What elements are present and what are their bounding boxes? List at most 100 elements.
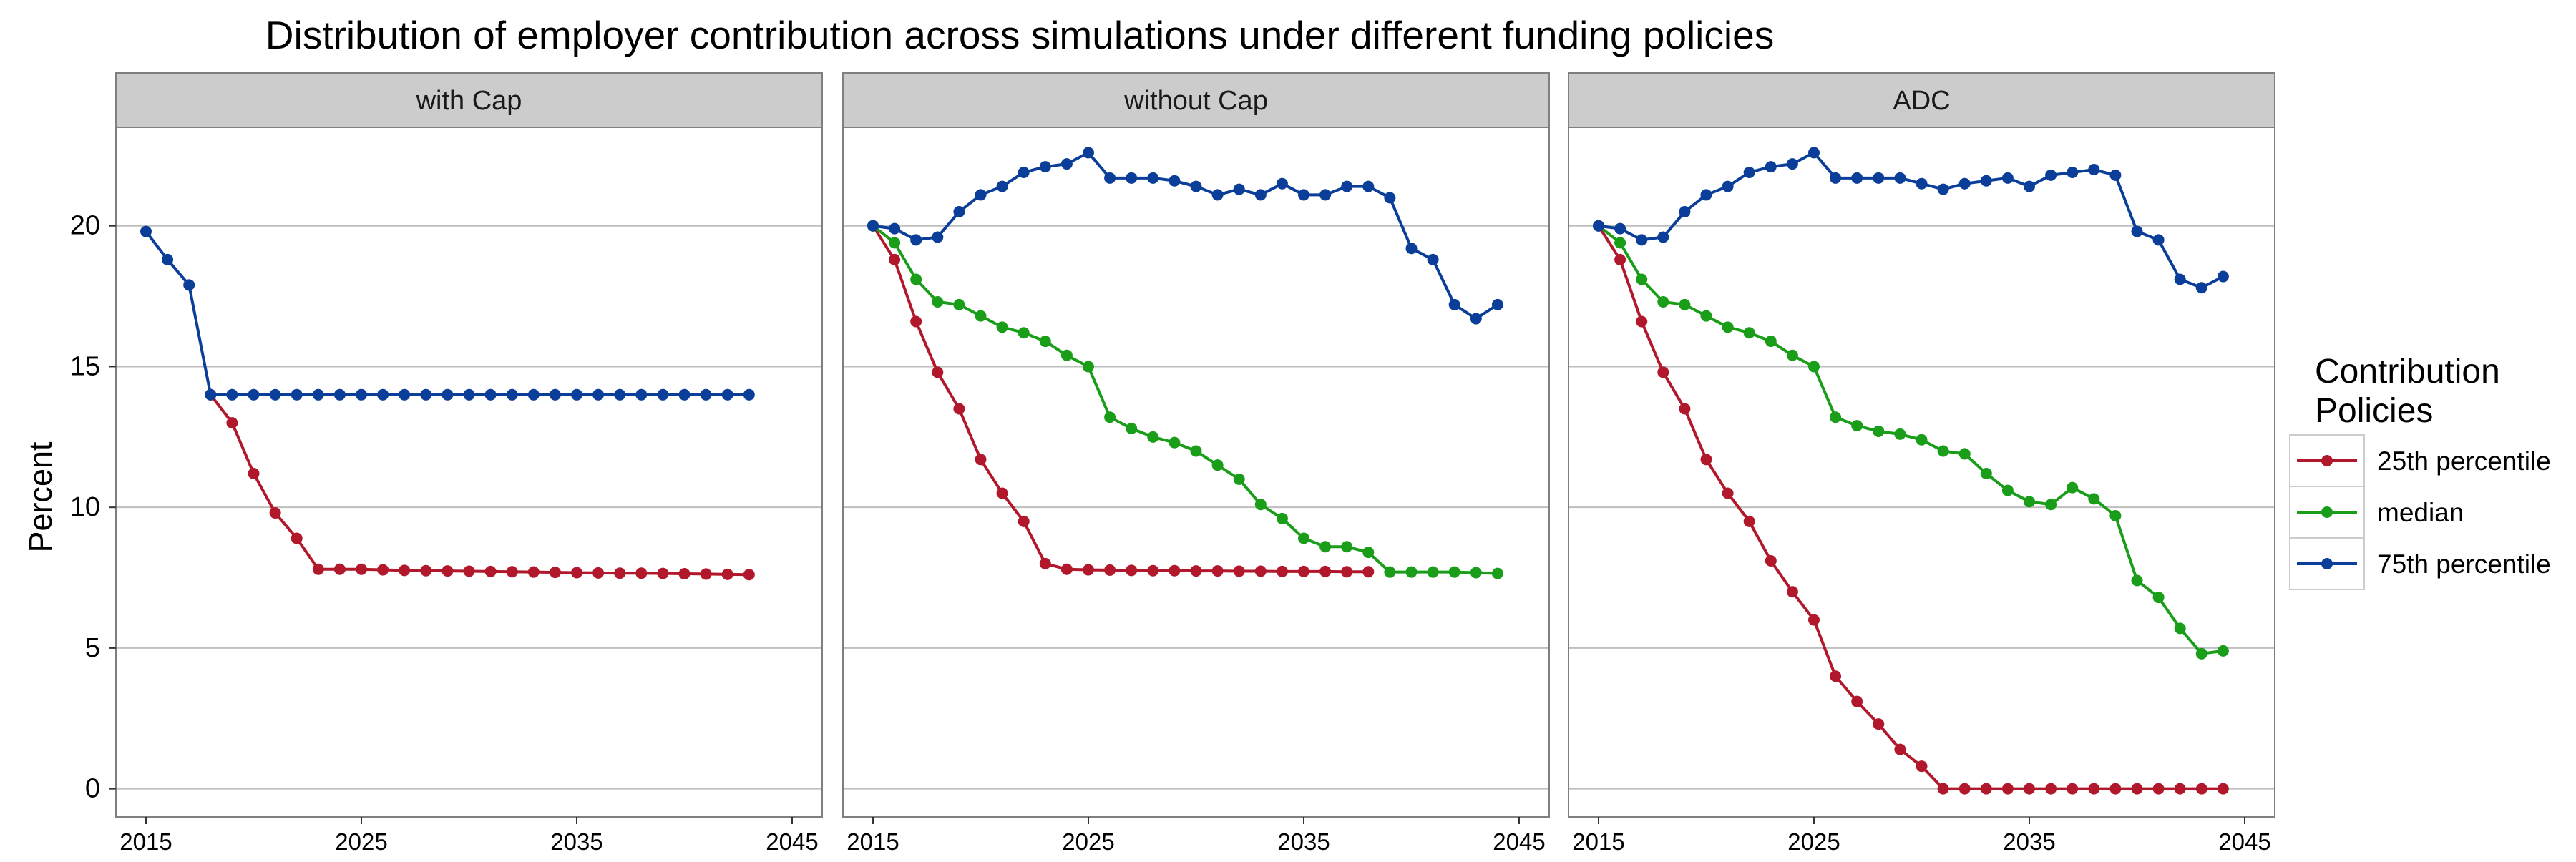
- data-point-median: [1786, 349, 1798, 361]
- data-point-p25: [1126, 564, 1138, 577]
- data-point-p25: [1083, 564, 1094, 576]
- data-point-p25: [1937, 783, 1949, 795]
- data-point-p25: [571, 567, 582, 579]
- data-point-p25: [1679, 403, 1691, 415]
- data-point-p25: [635, 567, 648, 579]
- data-point-p25: [1018, 515, 1030, 527]
- panels-layer: with Cap 2015 2025 2035 2045 0 5 10 15 20 without …: [70, 72, 2275, 855]
- data-point-p25: [2152, 783, 2165, 795]
- data-point-p25: [1722, 487, 1734, 499]
- data-point-p25: [2067, 783, 2079, 795]
- data-point-p25: [743, 569, 755, 581]
- data-point-p75: [1958, 177, 1971, 190]
- data-point-median: [1384, 566, 1396, 578]
- data-point-median: [1722, 321, 1734, 333]
- data-point-median: [932, 295, 944, 308]
- data-point-median: [1830, 411, 1842, 423]
- data-point-p25: [1851, 695, 1863, 707]
- data-point-median: [1405, 566, 1418, 578]
- data-point-p25: [1830, 670, 1842, 682]
- data-point-p75: [1830, 172, 1842, 184]
- data-point-p75: [1233, 183, 1245, 195]
- data-point-p25: [1873, 718, 1885, 730]
- data-point-p25: [291, 532, 303, 544]
- data-point-median: [2024, 496, 2035, 508]
- data-point-p75: [1169, 175, 1181, 187]
- data-point-p75: [2024, 180, 2035, 192]
- data-point-p75: [1362, 180, 1375, 192]
- data-point-p25: [2217, 783, 2229, 795]
- data-point-p25: [1147, 564, 1159, 577]
- data-point-p75: [1060, 158, 1073, 170]
- x-tick-label: 2035: [2003, 828, 2055, 855]
- data-point-p75: [269, 388, 281, 401]
- data-point-median: [1937, 445, 1949, 457]
- data-point-median: [1169, 436, 1181, 449]
- data-point-p25: [2131, 783, 2143, 795]
- panel-strip-label: with Cap: [416, 86, 522, 116]
- data-point-p25: [1298, 565, 1309, 577]
- panel-strip-label: without Cap: [1123, 86, 1268, 116]
- panel-0: with Cap 2015 2025 2035 2045 0 5 10 15 20: [70, 72, 823, 855]
- data-point-p25: [1254, 565, 1267, 577]
- legend-label: 25th percentile: [2377, 446, 2551, 476]
- panel-plot-area: [116, 127, 822, 817]
- data-point-p75: [1448, 298, 1460, 310]
- data-point-p75: [700, 388, 712, 401]
- data-point-median: [1060, 349, 1073, 361]
- data-point-median: [1916, 434, 1928, 446]
- data-point-p25: [1916, 760, 1928, 773]
- data-point-p75: [1211, 189, 1224, 201]
- data-point-p25: [312, 563, 324, 575]
- data-point-p75: [1104, 172, 1116, 184]
- data-point-median: [1679, 298, 1691, 310]
- data-point-p25: [549, 567, 561, 579]
- data-point-median: [1233, 473, 1245, 485]
- data-point-p25: [678, 568, 691, 580]
- data-point-p25: [1190, 565, 1202, 577]
- data-point-p75: [162, 253, 174, 265]
- data-point-p75: [2131, 225, 2143, 237]
- data-point-p75: [2195, 282, 2207, 294]
- data-point-median: [1491, 567, 1503, 579]
- data-point-p25: [1786, 586, 1798, 598]
- data-point-p75: [1743, 166, 1755, 178]
- data-point-median: [1341, 541, 1353, 553]
- data-point-p75: [1190, 180, 1202, 192]
- panel-1: without Cap 2015 2025 2035 2045: [842, 72, 1550, 855]
- data-point-median: [889, 237, 901, 249]
- data-point-median: [1018, 327, 1030, 339]
- data-point-p25: [527, 566, 540, 578]
- data-point-p75: [571, 388, 582, 401]
- legend-key-point: [2321, 558, 2333, 569]
- data-point-median: [953, 298, 965, 310]
- data-point-p75: [248, 388, 260, 401]
- panel-strip-label: ADC: [1893, 86, 1950, 116]
- data-point-median: [1147, 431, 1159, 443]
- data-point-p75: [592, 388, 605, 401]
- data-point-p25: [356, 563, 367, 575]
- x-tick-label: 2025: [1787, 828, 1840, 855]
- data-point-p75: [1894, 172, 1906, 184]
- data-point-p25: [333, 563, 346, 575]
- data-point-median: [1980, 467, 1992, 479]
- legend-title-line2: Policies: [2315, 392, 2433, 430]
- data-point-p25: [657, 567, 669, 579]
- data-point-p75: [1808, 147, 1820, 159]
- data-point-p25: [269, 507, 281, 519]
- data-point-p25: [889, 253, 901, 265]
- data-point-p75: [1593, 220, 1604, 232]
- data-point-p25: [248, 467, 260, 479]
- x-tick-label: 2045: [1493, 828, 1545, 855]
- data-point-p25: [2045, 783, 2057, 795]
- y-tick-label: 0: [85, 774, 100, 804]
- data-point-median: [1743, 327, 1755, 339]
- data-point-p75: [932, 231, 944, 243]
- x-tick-label: 2015: [119, 828, 172, 855]
- data-point-p75: [1254, 189, 1267, 201]
- data-point-p25: [614, 567, 626, 579]
- data-point-p75: [2067, 166, 2079, 178]
- legend-layer: 25th percentile median 75th percentile: [2289, 434, 2551, 590]
